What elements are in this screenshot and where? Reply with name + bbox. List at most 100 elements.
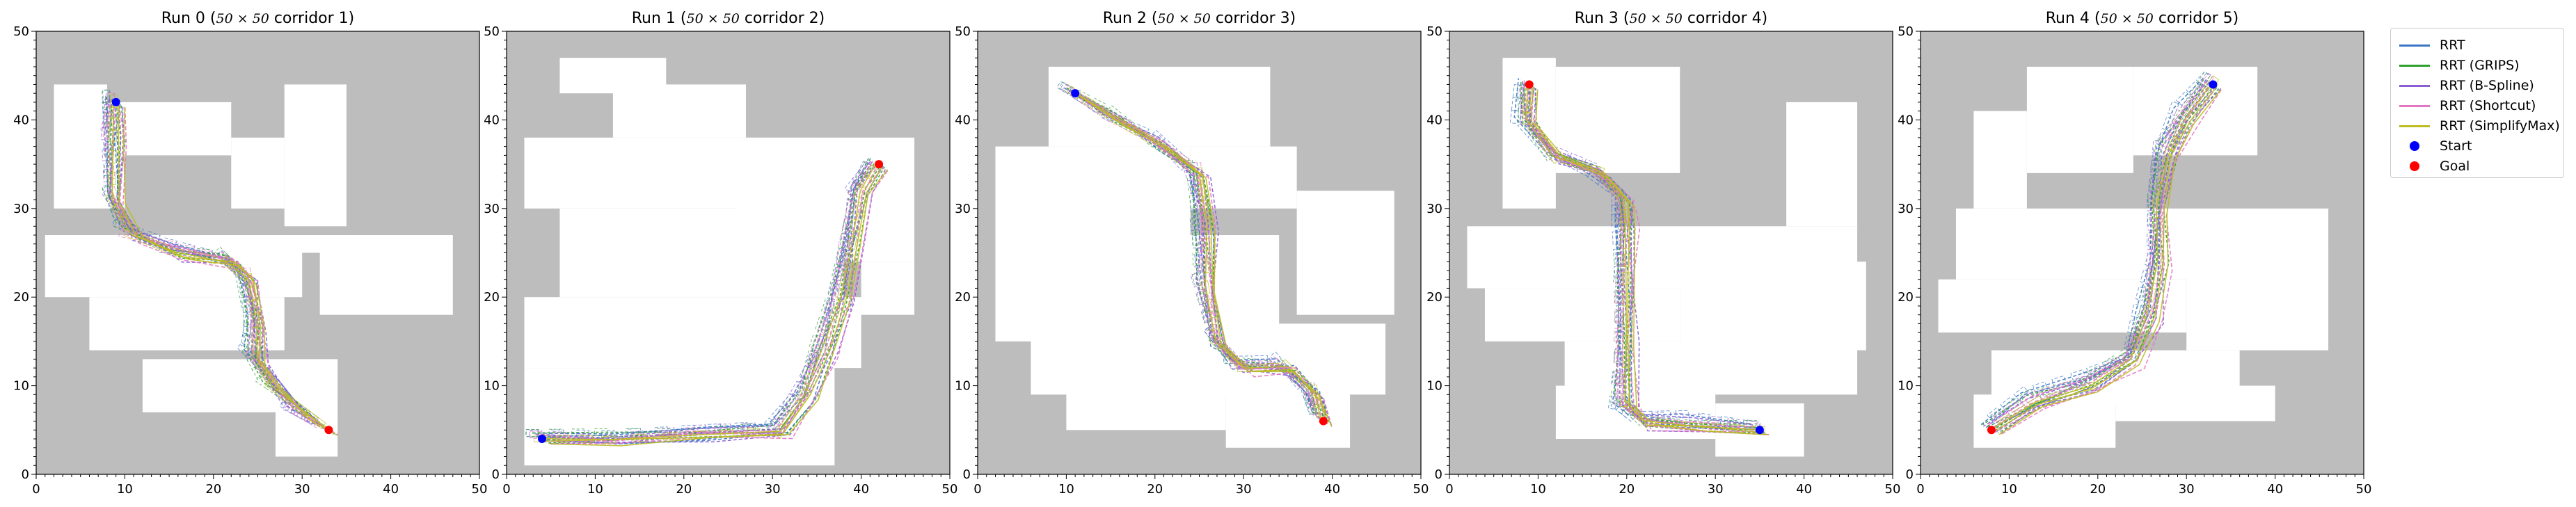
y-tick-label: 50 xyxy=(1426,24,1442,39)
y-tick-label: 30 xyxy=(1898,202,1914,216)
robot-footprint xyxy=(2147,194,2156,209)
robot-footprint xyxy=(244,282,254,296)
robot-footprint xyxy=(1622,314,1630,328)
robot-footprint xyxy=(809,335,820,350)
robot-footprint xyxy=(243,267,252,282)
y-tick-label: 30 xyxy=(13,202,29,216)
robot-footprint xyxy=(101,188,116,204)
robot-footprint xyxy=(789,399,804,415)
path-shortcut xyxy=(105,99,323,428)
x-tick-label: 30 xyxy=(765,482,781,497)
robot-footprint xyxy=(1616,393,1624,407)
robot-footprint xyxy=(824,297,836,312)
robot-footprint xyxy=(2149,269,2160,284)
x-tick-label: 30 xyxy=(2179,482,2195,497)
robot-footprint xyxy=(2142,299,2155,315)
robot-footprint xyxy=(1987,407,2003,421)
robot-footprint xyxy=(816,341,828,357)
y-tick-label: 10 xyxy=(1898,379,1914,394)
robot-footprint xyxy=(1619,201,1629,216)
robot-footprint xyxy=(1202,238,1211,252)
robot-footprint xyxy=(2195,87,2211,103)
robot-footprint xyxy=(2155,182,2166,197)
robot-footprint xyxy=(103,140,111,154)
robot-footprint xyxy=(1611,204,1619,218)
robot-footprint xyxy=(111,203,125,219)
robot-footprint xyxy=(2152,157,2161,172)
robot-footprint xyxy=(1511,97,1520,111)
x-tick-label: 50 xyxy=(1885,482,1901,497)
robot-footprint xyxy=(105,192,119,208)
goal-marker xyxy=(875,160,884,169)
robot-footprint xyxy=(183,244,198,255)
robot-footprint xyxy=(2158,165,2170,180)
robot-footprint xyxy=(844,218,854,232)
goal-marker xyxy=(1525,80,1534,89)
x-tick-label: 30 xyxy=(1708,482,1724,497)
panel-1: 0 10 20 30 40 50 0 10 20 30 40 50 Run 1 (50 × 50 cor… xyxy=(484,10,957,497)
x-tick-label: 10 xyxy=(2001,482,2017,497)
x-tick-label: 0 xyxy=(973,482,981,497)
robot-footprint xyxy=(234,267,250,282)
path-simplify xyxy=(1083,98,1333,428)
panel-0: 0 10 20 30 40 50 0 10 20 30 40 50 Run 0 (50 × 50 cor… xyxy=(13,10,487,497)
robot-footprint xyxy=(241,298,251,313)
robot-footprint xyxy=(1521,111,1530,125)
y-tick-label: 20 xyxy=(955,290,971,305)
robot-footprint xyxy=(806,350,818,365)
path-shortcut xyxy=(1523,81,1755,428)
robot-footprint xyxy=(2140,269,2152,284)
free-region xyxy=(319,252,453,315)
x-tick-label: 50 xyxy=(1413,482,1429,497)
robot-footprint xyxy=(2051,375,2067,387)
robot-footprint xyxy=(2153,234,2162,248)
panel-title: Run 0 (50 × 50 corridor 1) xyxy=(161,10,355,27)
robot-footprint xyxy=(2064,386,2079,398)
robot-footprint xyxy=(1611,371,1621,386)
robot-footprint xyxy=(2127,319,2138,335)
x-tick-label: 0 xyxy=(1916,482,1924,497)
x-tick-label: 50 xyxy=(2356,482,2372,497)
robot-footprint xyxy=(630,432,645,442)
x-tick-label: 0 xyxy=(1445,482,1453,497)
legend: RRT RRT (GRIPS) RRT (B-Spline) RRT (Shor… xyxy=(2390,28,2564,178)
robot-footprint xyxy=(2130,335,2142,351)
robot-footprint xyxy=(1697,412,1712,423)
panel-title: Run 4 (50 × 50 corridor 5) xyxy=(2046,10,2239,27)
robot-footprint xyxy=(2150,162,2160,177)
robot-footprint xyxy=(1675,410,1689,419)
robot-footprint xyxy=(106,196,118,212)
free-region xyxy=(1484,288,1680,341)
robot-footprint xyxy=(556,435,571,443)
robot-footprint xyxy=(579,435,594,444)
robot-footprint xyxy=(2046,391,2061,403)
x-tick-label: 10 xyxy=(587,482,603,497)
robot-footprint xyxy=(166,240,182,251)
path-simplify xyxy=(540,162,877,440)
robot-footprint xyxy=(734,421,748,430)
robot-footprint xyxy=(251,351,264,367)
x-tick-label: 10 xyxy=(1058,482,1074,497)
robot-footprint xyxy=(829,278,841,293)
y-tick-label: 30 xyxy=(484,202,500,216)
robot-footprint xyxy=(1615,397,1630,412)
free-region xyxy=(1555,66,1680,173)
robot-footprint xyxy=(1522,88,1532,102)
robot-footprint xyxy=(1596,172,1612,188)
robot-footprint xyxy=(2152,140,2161,154)
robot-footprint xyxy=(774,405,788,421)
robot-footprint xyxy=(662,432,677,441)
robot-footprint xyxy=(836,250,845,264)
robot-footprint xyxy=(2141,305,2154,320)
robot-footprint xyxy=(102,89,110,104)
robot-footprint xyxy=(2167,121,2179,136)
y-tick-label: 0 xyxy=(492,467,500,482)
y-tick-label: 40 xyxy=(955,113,971,127)
robot-footprint xyxy=(109,106,118,120)
robot-footprint xyxy=(2157,162,2167,177)
robot-footprint xyxy=(2019,388,2035,403)
robot-footprint xyxy=(2152,199,2161,213)
robot-footprint xyxy=(829,305,841,321)
robot-footprint xyxy=(1614,266,1623,280)
